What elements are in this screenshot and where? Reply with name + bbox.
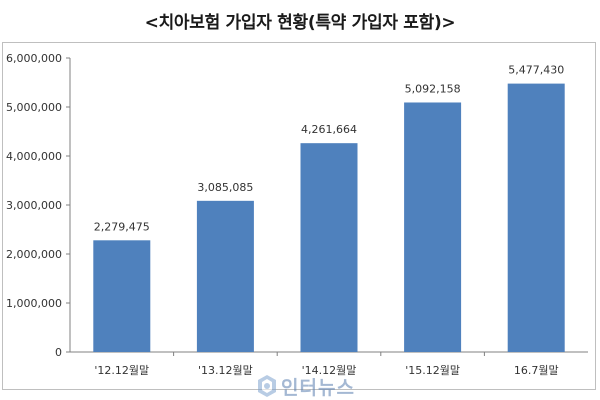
- x-tick-label: '15.12월말: [405, 364, 460, 377]
- x-tick-label: '13.12월말: [198, 364, 253, 377]
- chart-title: <치아보험 가입자 현황(특약 가입자 포함)>: [144, 13, 456, 33]
- watermark: 인터뉴스: [256, 372, 355, 400]
- data-labels: 2,279,475 3,085,085 4,261,664 5,092,158 5,47…: [94, 64, 564, 234]
- bar-value-label: 5,092,158: [405, 82, 461, 95]
- x-tick-label: '14.12월말: [302, 364, 357, 377]
- y-tick-label: 6,000,000: [6, 52, 62, 65]
- bar: [404, 102, 462, 353]
- y-tick-label: 0: [55, 346, 62, 359]
- bar-value-label: 2,279,475: [94, 220, 150, 233]
- watermark-text: 인터뉴스: [281, 376, 355, 399]
- bar: [196, 200, 254, 352]
- bar: [507, 83, 565, 352]
- bar-value-label: 3,085,085: [197, 181, 253, 194]
- y-tick-label: 1,000,000: [6, 297, 62, 310]
- bar: [93, 240, 151, 352]
- x-tick-label: '12.12월말: [94, 364, 149, 377]
- y-tick-label: 5,000,000: [6, 101, 62, 114]
- bar: [300, 143, 358, 352]
- y-axis: 0 1,000,000 2,000,000 3,000,000 4,000,000 5,0…: [6, 52, 71, 359]
- y-tick-label: 3,000,000: [6, 199, 62, 212]
- bars: [93, 83, 565, 353]
- y-tick-label: 4,000,000: [6, 150, 62, 163]
- plot-border: [2, 42, 596, 390]
- y-tick-label: 2,000,000: [6, 248, 62, 261]
- bar-value-label: 4,261,664: [301, 123, 357, 136]
- watermark-logo-icon: [258, 375, 276, 397]
- x-axis: '12.12월말 '13.12월말 '14.12월말 '15.12월말 16.7월말: [70, 351, 588, 377]
- bar-value-label: 5,477,430: [508, 64, 564, 77]
- x-tick-label: 16.7월말: [514, 364, 559, 377]
